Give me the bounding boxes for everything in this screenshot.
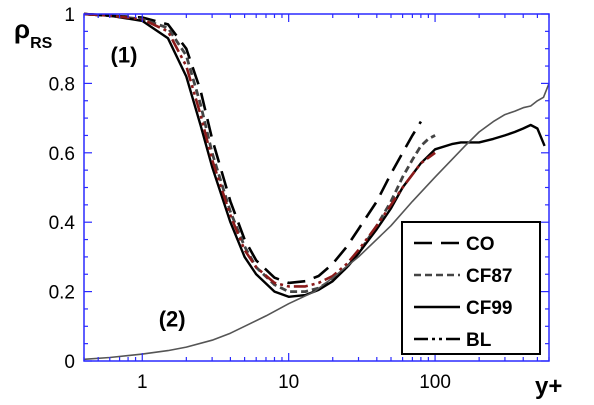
y-tick-label: 0.2 xyxy=(49,283,75,304)
legend-label-bl: BL xyxy=(466,330,492,351)
y-tick-label: 0.4 xyxy=(49,213,76,234)
y-tick-label: 1 xyxy=(64,5,75,26)
legend-label-co: CO xyxy=(466,234,495,255)
legend-label-cf87: CF87 xyxy=(466,266,512,287)
legend: CO CF87 CF99 BL xyxy=(401,221,541,355)
curve-annotation-2: (2) xyxy=(159,306,186,331)
x-tick-label: 100 xyxy=(419,372,451,393)
legend-label-cf99: CF99 xyxy=(466,298,512,319)
series-layer xyxy=(83,12,550,361)
series-cf87-line xyxy=(83,12,436,293)
y-tick-label: 0.8 xyxy=(49,74,75,95)
axes-layer xyxy=(83,13,550,362)
y-tick-label: 0 xyxy=(64,352,75,373)
curve-annotation-1: (1) xyxy=(111,43,138,68)
series-co-line xyxy=(83,12,423,285)
legend-items: CO CF87 CF99 BL xyxy=(414,234,512,351)
series-curve-2-line xyxy=(83,83,550,361)
x-tick-label: 10 xyxy=(278,372,299,393)
y-axis-label-sub: RS xyxy=(30,35,53,52)
series-cf99-line xyxy=(83,12,546,298)
x-tick-label: 1 xyxy=(137,372,148,393)
annotation-layer: (1) (2) xyxy=(111,43,186,332)
x-axis-label: y+ xyxy=(535,373,562,400)
y-tick-label: 0.6 xyxy=(49,144,75,165)
y-axis-label: ρRS xyxy=(14,14,53,52)
tick-label-layer: 0 0.2 0.4 0.6 0.8 1 1 10 100 xyxy=(49,5,451,393)
series-bl-line xyxy=(83,12,436,288)
y-axis-label-main: ρ xyxy=(14,14,30,44)
